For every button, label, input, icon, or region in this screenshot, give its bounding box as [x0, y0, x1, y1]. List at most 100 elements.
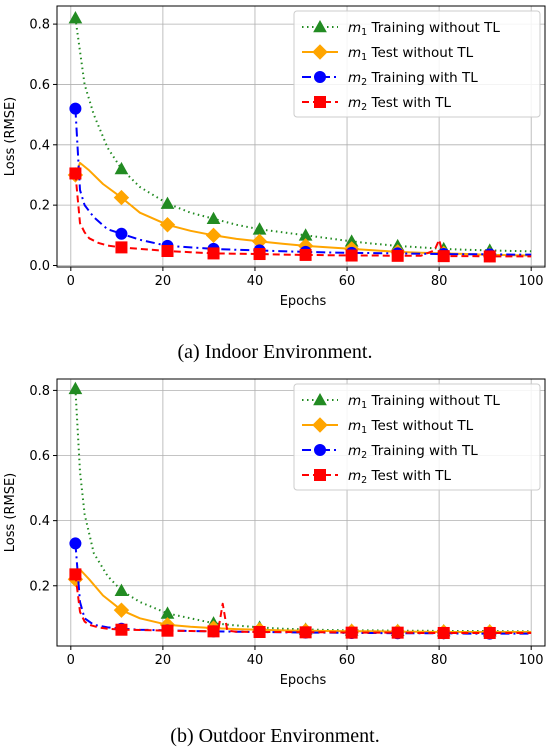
data-point: [114, 161, 129, 175]
data-point: [114, 583, 129, 596]
data-point: [115, 227, 128, 240]
y-tick-label: 0.4: [29, 514, 50, 529]
data-point: [345, 249, 358, 262]
x-tick-label: 60: [339, 653, 356, 668]
legend: m1 Training without TL m1 Test without TL…: [293, 10, 541, 118]
y-tick-label: 0.4: [29, 138, 50, 153]
series-2: [67, 161, 532, 263]
legend-entry: m1 Training without TL: [302, 392, 500, 411]
y-tick-label: 0.6: [29, 449, 50, 464]
figure-caption: (b) Outdoor Environment.: [170, 725, 379, 747]
series-3: [69, 537, 532, 640]
legend-entry: m1 Test without TL: [302, 44, 474, 63]
series-4: [69, 568, 532, 639]
legend-entry: m2 Test with TL: [302, 468, 452, 486]
data-point: [345, 626, 358, 639]
legend-box: [293, 10, 541, 118]
legend-label: m2 Training with TL: [348, 70, 478, 88]
series-line: [74, 17, 532, 253]
x-axis-label: Epochs: [280, 673, 327, 688]
data-point: [437, 626, 450, 639]
legend: m1 Training without TL m1 Test without TL…: [293, 383, 541, 491]
data-point: [68, 381, 83, 395]
data-point: [69, 102, 82, 115]
grid: 0 20 40 60 80 100 0.2 0.4 0.6 0.8: [29, 379, 545, 668]
data-point: [253, 625, 266, 638]
data-point: [299, 626, 312, 639]
legend-marker: [313, 19, 327, 33]
y-tick-label: 0.8: [29, 18, 50, 33]
data-point: [159, 217, 176, 233]
data-point: [253, 248, 266, 261]
data-point: [206, 211, 221, 225]
x-tick-label: 100: [519, 653, 544, 668]
figure-caption: (a) Indoor Environment.: [178, 341, 373, 363]
data-point: [68, 11, 83, 24]
data-point: [160, 196, 175, 209]
legend-entry: m2 Training with TL: [302, 443, 478, 461]
x-tick-label: 20: [155, 653, 172, 668]
legend-marker: [312, 417, 328, 433]
legend-marker: [314, 444, 326, 456]
x-tick-label: 60: [339, 274, 356, 289]
legend-marker: [312, 44, 328, 60]
series-line: [74, 173, 532, 258]
x-tick-label: 80: [431, 653, 448, 668]
data-point: [205, 227, 222, 244]
x-tick-label: 40: [247, 274, 264, 289]
series-line: [74, 568, 532, 633]
legend-marker: [314, 71, 326, 83]
data-point: [161, 624, 174, 637]
y-tick-label: 0.2: [29, 199, 50, 214]
plot-frame: [56, 5, 546, 268]
y-tick-label: 0.6: [29, 78, 50, 93]
data-point: [160, 606, 175, 619]
data-point: [299, 248, 312, 261]
x-tick-label: 80: [431, 274, 448, 289]
legend-label: m2 Test with TL: [348, 95, 452, 113]
legend-label: m2 Test with TL: [348, 468, 452, 486]
data-point: [161, 245, 174, 258]
legend-entry: m2 Training with TL: [302, 70, 478, 88]
series-4: [69, 167, 532, 263]
legend-marker: [314, 96, 326, 108]
data-point: [113, 602, 130, 618]
y-tick-label: 0.2: [29, 579, 50, 594]
data-point: [69, 568, 82, 581]
legend-marker: [313, 392, 327, 406]
legend-label: m1 Test without TL: [348, 418, 474, 436]
legend-label: m1 Training without TL: [348, 393, 500, 411]
legend-box: [293, 383, 541, 491]
series-line: [74, 574, 532, 634]
data-point: [391, 249, 404, 262]
x-axis-label: Epochs: [280, 294, 327, 309]
data-point: [115, 241, 128, 254]
legend-entry: m1 Training without TL: [302, 19, 500, 38]
data-point: [69, 167, 82, 180]
legend-entry: m2 Test with TL: [302, 95, 452, 113]
y-tick-label: 0.0: [29, 259, 50, 274]
data-point: [113, 189, 130, 206]
data-point: [207, 247, 220, 260]
legend-label: m1 Test without TL: [348, 45, 474, 63]
chart-outdoor: 0 20 40 60 80 100 0.2 0.4 0.6 0.8 Epochs Loss (RMSE…: [3, 378, 546, 747]
series-3: [69, 102, 532, 261]
legend-label: m2 Training with TL: [348, 443, 478, 461]
y-axis-label: Loss (RMSE): [3, 473, 18, 553]
data-point: [252, 222, 267, 235]
data-point: [207, 625, 220, 638]
series-line: [74, 108, 532, 256]
data-point: [115, 623, 128, 636]
x-tick-label: 20: [155, 274, 172, 289]
legend-entry: m1 Test without TL: [302, 417, 474, 436]
legend-label: m1 Training without TL: [348, 20, 500, 38]
data-point: [483, 626, 496, 639]
x-tick-label: 0: [67, 653, 75, 668]
plot-frame: [56, 378, 546, 647]
x-tick-label: 100: [519, 274, 544, 289]
data-point: [391, 626, 404, 639]
legend-marker: [314, 469, 326, 481]
y-axis-label: Loss (RMSE): [3, 97, 18, 177]
data-point: [483, 250, 496, 263]
